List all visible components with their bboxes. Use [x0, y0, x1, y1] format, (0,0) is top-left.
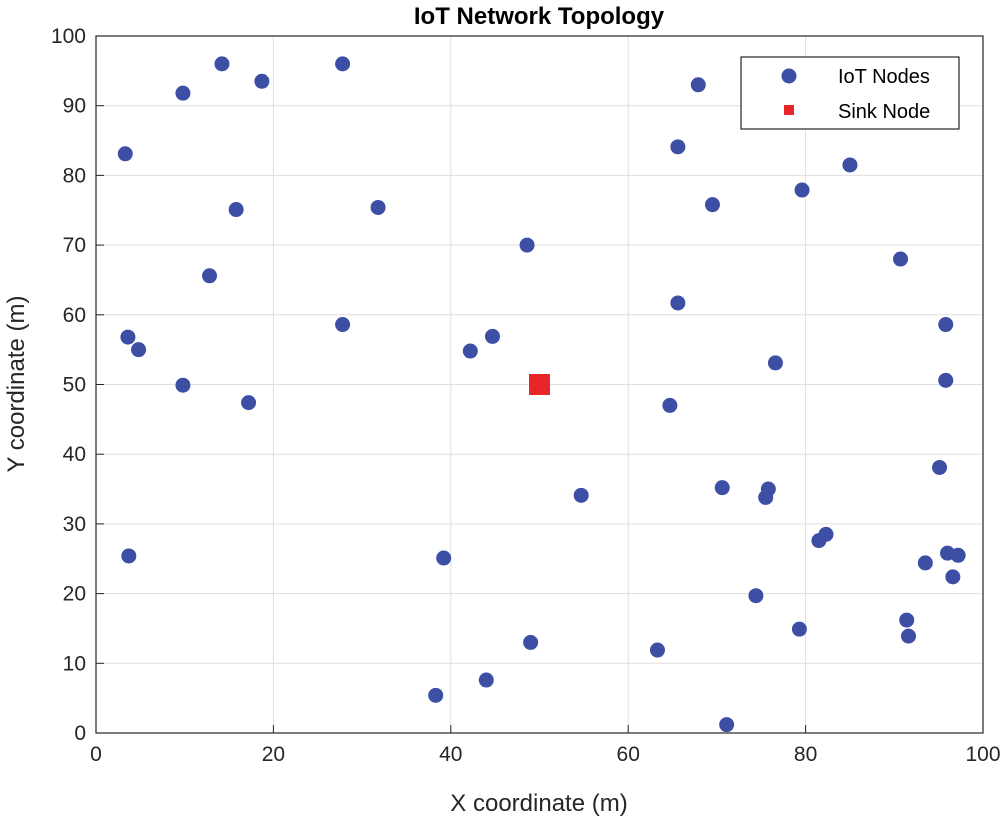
- iot-node-point: [791, 621, 807, 637]
- x-tick-label: 80: [794, 743, 817, 766]
- axis-ticks: 0 20 40 60 80 100 0 10 20 30 40 50 60 70 80 90 100: [51, 25, 1001, 766]
- iot-node-point: [117, 146, 133, 162]
- legend-iot-nodes-marker: [781, 68, 797, 84]
- y-tick-label: 70: [63, 234, 86, 257]
- legend-sink-node-marker: [784, 105, 794, 115]
- legend-box: [740, 56, 960, 130]
- y-tick-label: 60: [63, 304, 86, 327]
- y-axis-title: Y coordinate (m): [3, 296, 30, 473]
- iot-node-point: [945, 569, 961, 585]
- y-tick-label: 0: [74, 722, 86, 745]
- x-tick-label: 40: [439, 743, 462, 766]
- iot-node-point: [370, 199, 386, 215]
- iot-node-point: [899, 612, 915, 628]
- y-tick-label: 10: [63, 652, 86, 675]
- iot-node-point: [714, 480, 730, 496]
- x-axis-title: X coordinate (m): [450, 790, 627, 817]
- iot-node-point: [719, 717, 735, 733]
- iot-node-point: [917, 555, 933, 571]
- x-tick-label: 60: [617, 743, 640, 766]
- x-tick-label: 20: [262, 743, 285, 766]
- data-points: [117, 56, 966, 733]
- iot-node-point: [335, 56, 351, 72]
- iot-node-point: [228, 202, 244, 218]
- y-tick-label: 20: [63, 583, 86, 606]
- iot-node-point: [938, 372, 954, 388]
- iot-node-point: [938, 317, 954, 333]
- iot-node-point: [175, 377, 191, 393]
- iot-node-point: [131, 342, 147, 358]
- iot-node-point: [478, 672, 494, 688]
- legend-sink-node-label: Sink Node: [838, 101, 930, 123]
- iot-node-point: [893, 251, 909, 267]
- iot-node-point: [649, 642, 665, 658]
- iot-node-point: [662, 397, 678, 413]
- iot-node-point: [670, 139, 686, 155]
- iot-node-point: [121, 548, 137, 564]
- y-tick-label: 90: [63, 95, 86, 118]
- iot-node-point: [202, 268, 218, 284]
- iot-node-point: [519, 237, 535, 253]
- y-tick-label: 100: [51, 25, 86, 48]
- iot-node-point: [670, 295, 686, 311]
- x-tick-label: 0: [90, 743, 102, 766]
- iot-node-point: [523, 634, 539, 650]
- grid: [95, 35, 984, 734]
- legend: IoT Nodes Sink Node: [740, 56, 960, 130]
- iot-node-point: [748, 588, 764, 604]
- iot-node-point: [175, 85, 191, 101]
- sink-node-marker: [529, 374, 550, 395]
- iot-node-point: [760, 481, 776, 497]
- y-tick-label: 80: [63, 164, 86, 187]
- x-tick-label: 100: [965, 743, 1000, 766]
- iot-node-point: [484, 328, 500, 344]
- iot-node-point: [950, 547, 966, 563]
- legend-iot-nodes-label: IoT Nodes: [838, 66, 930, 88]
- iot-node-point: [842, 157, 858, 173]
- iot-node-point: [254, 73, 270, 89]
- chart-title: IoT Network Topology: [414, 3, 665, 30]
- iot-node-point: [573, 487, 589, 503]
- iot-node-point: [335, 317, 351, 333]
- y-tick-label: 30: [63, 513, 86, 536]
- iot-node-point: [690, 77, 706, 93]
- iot-node-point: [818, 526, 834, 542]
- iot-node-point: [794, 182, 810, 198]
- iot-node-point: [241, 395, 257, 411]
- iot-node-point: [900, 628, 916, 644]
- iot-node-point: [120, 329, 136, 345]
- iot-node-point: [767, 355, 783, 371]
- iot-node-point: [932, 459, 948, 475]
- iot-node-point: [428, 687, 444, 703]
- iot-node-point: [214, 56, 230, 72]
- iot-node-point: [704, 197, 720, 213]
- iot-node-point: [462, 343, 478, 359]
- iot-node-point: [436, 550, 452, 566]
- y-tick-label: 50: [63, 374, 86, 397]
- y-tick-label: 40: [63, 443, 86, 466]
